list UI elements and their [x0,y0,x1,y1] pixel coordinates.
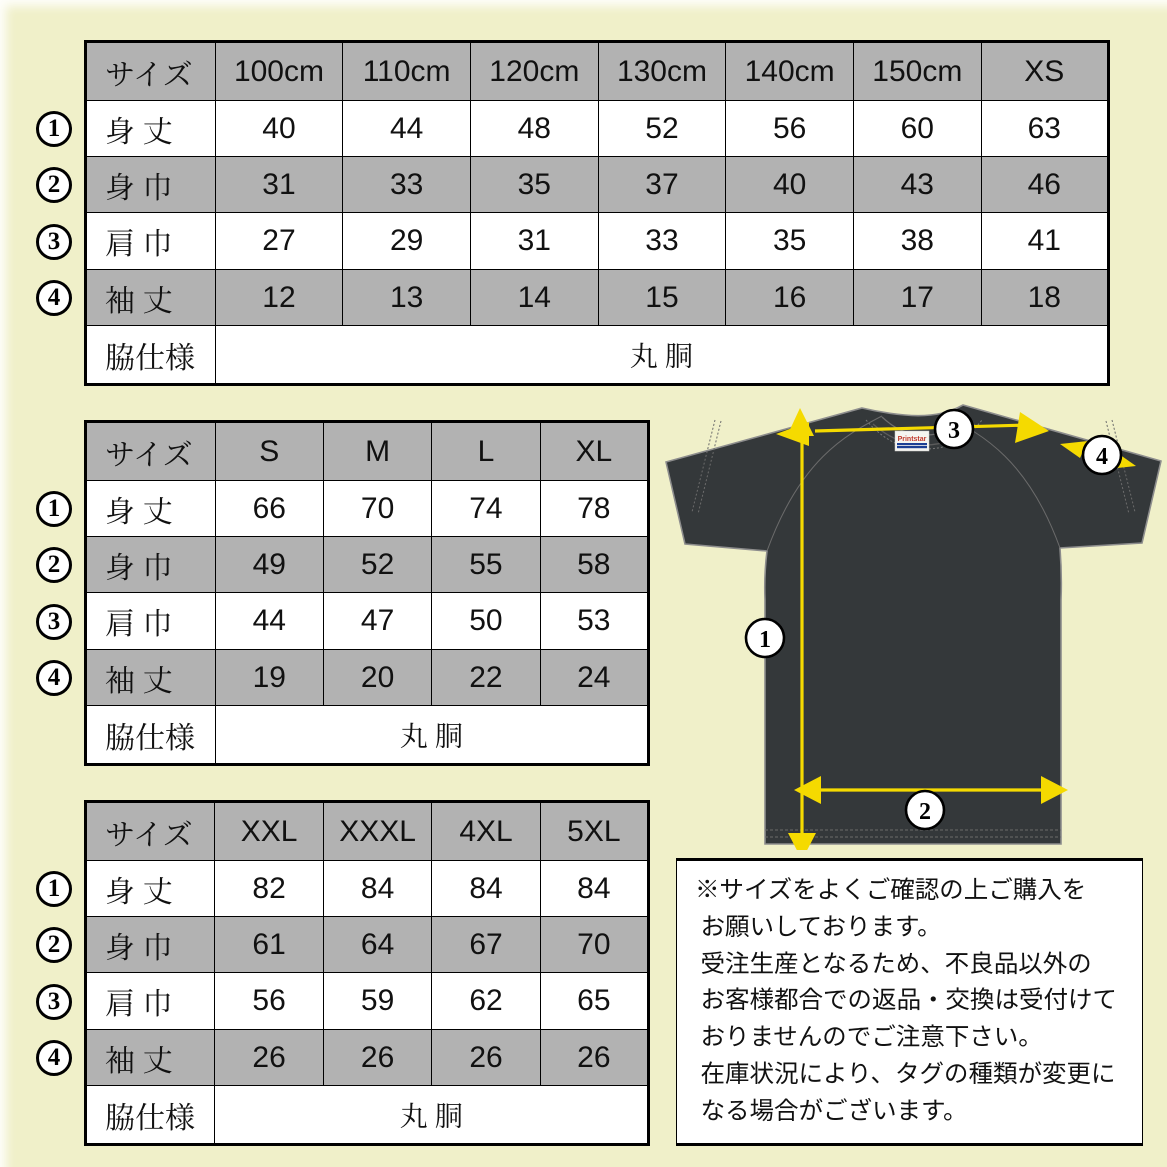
svg-text:1: 1 [759,627,771,653]
svg-text:4: 4 [1096,444,1108,470]
svg-text:2: 2 [919,799,931,825]
svg-text:3: 3 [948,418,960,444]
svg-text:Printstar: Printstar [898,436,927,443]
